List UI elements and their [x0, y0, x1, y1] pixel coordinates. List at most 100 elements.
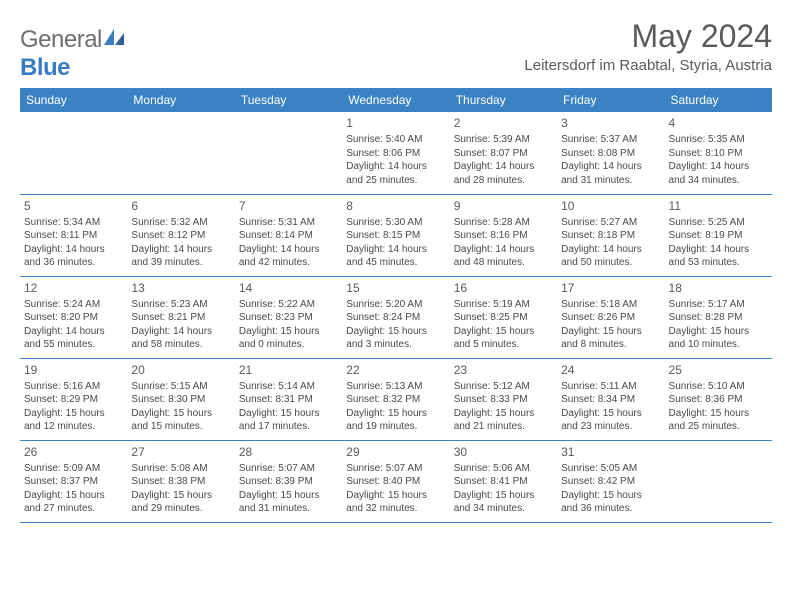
sunset-text: Sunset: 8:34 PM	[561, 393, 660, 407]
sunset-text: Sunset: 8:29 PM	[24, 393, 123, 407]
calendar-row: 19Sunrise: 5:16 AMSunset: 8:29 PMDayligh…	[20, 358, 772, 440]
sunset-text: Sunset: 8:30 PM	[131, 393, 230, 407]
weekday-tue: Tuesday	[235, 88, 342, 112]
day-number: 28	[239, 444, 338, 460]
daylight1-text: Daylight: 14 hours	[346, 243, 445, 257]
weekday-sat: Saturday	[665, 88, 772, 112]
daylight2-text: and 5 minutes.	[454, 338, 553, 352]
daylight1-text: Daylight: 14 hours	[561, 160, 660, 174]
title-block: May 2024 Leitersdorf im Raabtal, Styria,…	[524, 18, 772, 74]
daylight1-text: Daylight: 15 hours	[346, 325, 445, 339]
day-number: 22	[346, 362, 445, 378]
sunset-text: Sunset: 8:12 PM	[131, 229, 230, 243]
daylight2-text: and 31 minutes.	[561, 174, 660, 188]
sunrise-text: Sunrise: 5:10 AM	[669, 380, 768, 394]
daylight2-text: and 39 minutes.	[131, 256, 230, 270]
sunrise-text: Sunrise: 5:37 AM	[561, 133, 660, 147]
day-number: 8	[346, 198, 445, 214]
day-number: 10	[561, 198, 660, 214]
calendar-cell: 24Sunrise: 5:11 AMSunset: 8:34 PMDayligh…	[557, 358, 664, 440]
daylight1-text: Daylight: 14 hours	[669, 243, 768, 257]
sunset-text: Sunset: 8:26 PM	[561, 311, 660, 325]
sunrise-text: Sunrise: 5:17 AM	[669, 298, 768, 312]
sunrise-text: Sunrise: 5:06 AM	[454, 462, 553, 476]
daylight2-text: and 25 minutes.	[669, 420, 768, 434]
day-number: 6	[131, 198, 230, 214]
calendar-cell: 23Sunrise: 5:12 AMSunset: 8:33 PMDayligh…	[450, 358, 557, 440]
calendar-cell: 14Sunrise: 5:22 AMSunset: 8:23 PMDayligh…	[235, 276, 342, 358]
daylight2-text: and 3 minutes.	[346, 338, 445, 352]
daylight1-text: Daylight: 15 hours	[131, 489, 230, 503]
calendar-cell: 20Sunrise: 5:15 AMSunset: 8:30 PMDayligh…	[127, 358, 234, 440]
daylight2-text: and 29 minutes.	[131, 502, 230, 516]
calendar-cell: 5Sunrise: 5:34 AMSunset: 8:11 PMDaylight…	[20, 194, 127, 276]
daylight2-text: and 32 minutes.	[346, 502, 445, 516]
calendar-cell: 6Sunrise: 5:32 AMSunset: 8:12 PMDaylight…	[127, 194, 234, 276]
day-number: 3	[561, 115, 660, 131]
logo-word1: General	[20, 26, 102, 53]
daylight2-text: and 55 minutes.	[24, 338, 123, 352]
day-number: 17	[561, 280, 660, 296]
daylight2-text: and 34 minutes.	[454, 502, 553, 516]
sunrise-text: Sunrise: 5:05 AM	[561, 462, 660, 476]
calendar-cell: 19Sunrise: 5:16 AMSunset: 8:29 PMDayligh…	[20, 358, 127, 440]
daylight1-text: Daylight: 14 hours	[131, 243, 230, 257]
calendar-cell: 18Sunrise: 5:17 AMSunset: 8:28 PMDayligh…	[665, 276, 772, 358]
weekday-fri: Friday	[557, 88, 664, 112]
sunset-text: Sunset: 8:14 PM	[239, 229, 338, 243]
calendar-row: 26Sunrise: 5:09 AMSunset: 8:37 PMDayligh…	[20, 440, 772, 522]
daylight2-text: and 17 minutes.	[239, 420, 338, 434]
sunset-text: Sunset: 8:41 PM	[454, 475, 553, 489]
daylight1-text: Daylight: 15 hours	[561, 407, 660, 421]
calendar-cell: 2Sunrise: 5:39 AMSunset: 8:07 PMDaylight…	[450, 112, 557, 194]
calendar-cell: 7Sunrise: 5:31 AMSunset: 8:14 PMDaylight…	[235, 194, 342, 276]
daylight1-text: Daylight: 14 hours	[346, 160, 445, 174]
daylight2-text: and 53 minutes.	[669, 256, 768, 270]
sunset-text: Sunset: 8:31 PM	[239, 393, 338, 407]
sunset-text: Sunset: 8:36 PM	[669, 393, 768, 407]
sunrise-text: Sunrise: 5:34 AM	[24, 216, 123, 230]
weekday-wed: Wednesday	[342, 88, 449, 112]
calendar-cell: 4Sunrise: 5:35 AMSunset: 8:10 PMDaylight…	[665, 112, 772, 194]
sunrise-text: Sunrise: 5:30 AM	[346, 216, 445, 230]
daylight2-text: and 50 minutes.	[561, 256, 660, 270]
weekday-header-row: Sunday Monday Tuesday Wednesday Thursday…	[20, 88, 772, 112]
logo: GeneralBlue	[20, 18, 126, 82]
daylight2-text: and 28 minutes.	[454, 174, 553, 188]
day-number: 11	[669, 198, 768, 214]
daylight1-text: Daylight: 15 hours	[239, 489, 338, 503]
daylight2-text: and 15 minutes.	[131, 420, 230, 434]
day-number: 31	[561, 444, 660, 460]
sunset-text: Sunset: 8:21 PM	[131, 311, 230, 325]
daylight2-text: and 19 minutes.	[346, 420, 445, 434]
daylight1-text: Daylight: 14 hours	[239, 243, 338, 257]
sunrise-text: Sunrise: 5:16 AM	[24, 380, 123, 394]
daylight2-text: and 34 minutes.	[669, 174, 768, 188]
daylight1-text: Daylight: 15 hours	[346, 489, 445, 503]
sunset-text: Sunset: 8:10 PM	[669, 147, 768, 161]
day-number: 4	[669, 115, 768, 131]
sunrise-text: Sunrise: 5:12 AM	[454, 380, 553, 394]
calendar-row: 5Sunrise: 5:34 AMSunset: 8:11 PMDaylight…	[20, 194, 772, 276]
day-number: 9	[454, 198, 553, 214]
day-number: 16	[454, 280, 553, 296]
day-number: 21	[239, 362, 338, 378]
daylight2-text: and 10 minutes.	[669, 338, 768, 352]
day-number: 23	[454, 362, 553, 378]
header: GeneralBlue May 2024 Leitersdorf im Raab…	[20, 18, 772, 82]
sunset-text: Sunset: 8:24 PM	[346, 311, 445, 325]
sunset-text: Sunset: 8:15 PM	[346, 229, 445, 243]
day-number: 29	[346, 444, 445, 460]
daylight1-text: Daylight: 15 hours	[561, 325, 660, 339]
day-number: 26	[24, 444, 123, 460]
sunset-text: Sunset: 8:07 PM	[454, 147, 553, 161]
daylight2-text: and 58 minutes.	[131, 338, 230, 352]
daylight1-text: Daylight: 14 hours	[454, 160, 553, 174]
calendar-table: Sunday Monday Tuesday Wednesday Thursday…	[20, 88, 772, 523]
calendar-cell	[665, 440, 772, 522]
sunrise-text: Sunrise: 5:20 AM	[346, 298, 445, 312]
calendar-cell: 16Sunrise: 5:19 AMSunset: 8:25 PMDayligh…	[450, 276, 557, 358]
calendar-cell: 9Sunrise: 5:28 AMSunset: 8:16 PMDaylight…	[450, 194, 557, 276]
sunset-text: Sunset: 8:39 PM	[239, 475, 338, 489]
sunrise-text: Sunrise: 5:15 AM	[131, 380, 230, 394]
